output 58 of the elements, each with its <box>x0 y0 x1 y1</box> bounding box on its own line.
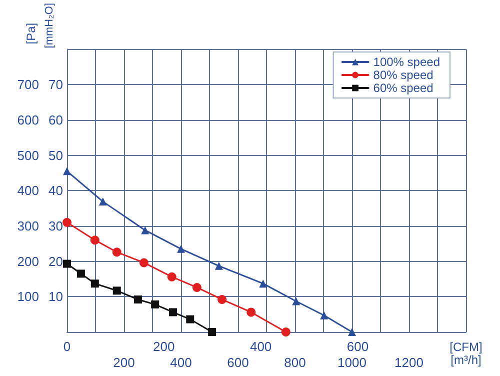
x-tick-label: 1000 <box>338 355 366 370</box>
y2-tick-label: 20 <box>48 254 63 269</box>
point <box>90 280 99 288</box>
point <box>90 236 100 245</box>
x2-tick-label: 400 <box>250 339 272 354</box>
y-tick-label: 400 <box>17 183 39 198</box>
legend-label: 60% speed <box>373 81 434 95</box>
x-tick-label: 200 <box>113 355 135 370</box>
x-tick-label: 400 <box>170 355 192 370</box>
point <box>348 328 356 336</box>
y-tick-label: 200 <box>17 254 39 269</box>
y2-tick-label: 10 <box>48 289 63 304</box>
x2-axis-title: [CFM] <box>450 340 482 354</box>
point <box>62 218 72 227</box>
point <box>218 294 227 304</box>
point <box>167 272 176 282</box>
point <box>192 282 202 292</box>
x2-tick-label: 600 <box>346 339 369 354</box>
x-tick-label: 600 <box>227 355 249 370</box>
point <box>112 248 122 257</box>
point <box>320 311 328 320</box>
x2-tick-label: 200 <box>153 339 175 354</box>
point <box>151 300 160 308</box>
y2-tick-label: 60 <box>48 112 63 128</box>
legend-label: 80% speed <box>373 68 434 82</box>
y2-tick-label: 30 <box>48 218 63 234</box>
point <box>63 260 71 268</box>
point <box>141 226 150 234</box>
x-axis-title: [m³/h] <box>450 353 482 367</box>
point <box>259 280 268 288</box>
point <box>281 328 290 336</box>
y-tick-label: 500 <box>17 148 39 163</box>
x-tick-label: 1200 <box>394 355 424 370</box>
point <box>177 244 185 253</box>
y-tick-label: 700 <box>17 77 39 92</box>
point <box>246 308 256 317</box>
y2-tick-label: 50 <box>48 148 63 163</box>
y2-tick-label: 70 <box>48 77 63 92</box>
point <box>98 198 107 206</box>
point <box>139 258 148 268</box>
point <box>214 262 223 270</box>
y2-tick-label: 40 <box>48 183 63 198</box>
y-tick-label: 100 <box>17 289 39 304</box>
point <box>292 297 300 306</box>
legend-label: 100% speed <box>373 55 440 69</box>
y2-axis-title: [mmH₂O] <box>44 2 56 48</box>
x-tick-label: 800 <box>284 355 306 370</box>
point <box>112 286 121 295</box>
point <box>76 270 85 278</box>
point <box>186 315 194 324</box>
y-tick-label: 300 <box>17 218 39 234</box>
point <box>169 308 178 316</box>
x2-tick-label: 0 <box>63 339 71 354</box>
point <box>134 295 142 304</box>
y-axis-title: [Pa] <box>24 22 38 44</box>
point <box>63 167 71 176</box>
point <box>208 328 216 336</box>
y-tick-label: 600 <box>17 112 39 128</box>
